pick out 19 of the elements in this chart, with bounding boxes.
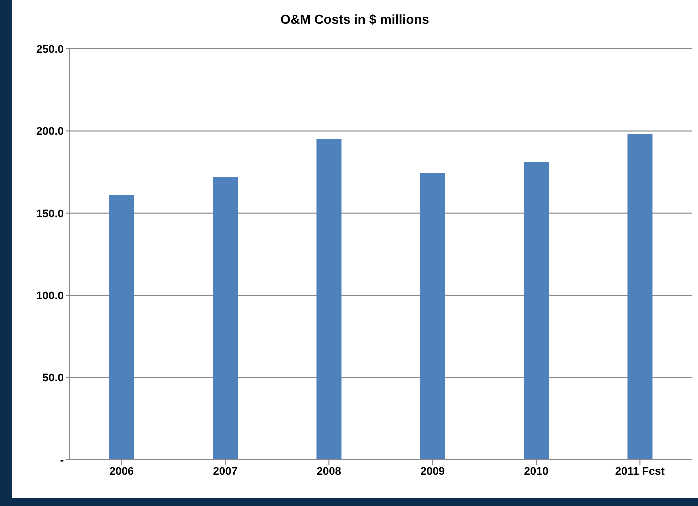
bar: [420, 173, 446, 460]
bar: [316, 139, 342, 460]
x-tick-label: 2011 Fcst: [615, 466, 666, 478]
y-tick-label: 150.0: [36, 208, 64, 220]
chart-title: O&M Costs in $ millions: [280, 12, 430, 27]
y-tick-label: 100.0: [36, 290, 64, 303]
x-tick-label: 2010: [524, 466, 549, 478]
x-tick-label: 2006: [110, 466, 134, 478]
x-tick-label: 2007: [213, 466, 238, 478]
y-tick-label: 200.0: [36, 126, 64, 138]
y-tick-label: -: [60, 454, 64, 467]
bar: [524, 162, 550, 460]
bar: [628, 134, 653, 460]
x-tick-label: 2008: [316, 466, 342, 478]
bar: [213, 177, 238, 460]
bar: [109, 195, 134, 460]
y-tick-label: 250.0: [36, 44, 64, 56]
y-tick-label: 50.0: [42, 372, 64, 385]
x-tick-label: 2009: [420, 466, 446, 478]
